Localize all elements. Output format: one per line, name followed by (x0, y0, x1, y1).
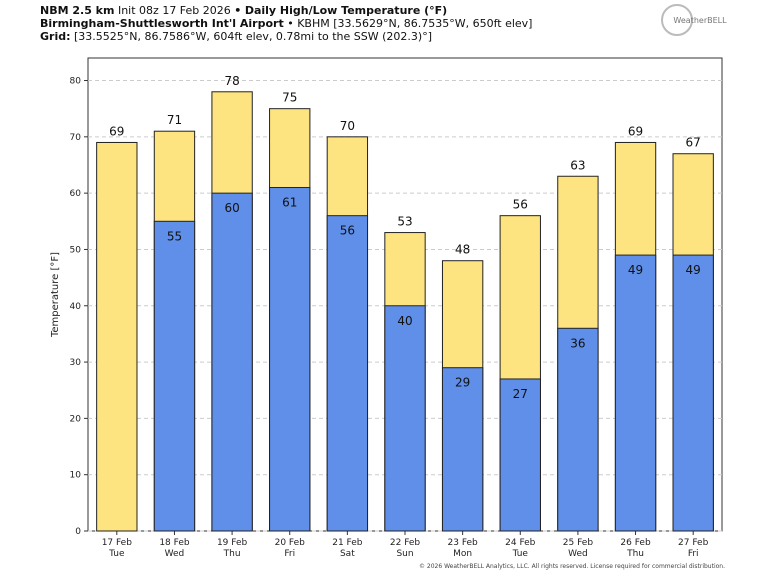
x-tick-label: Fri (284, 549, 295, 559)
value-label: 69 (628, 124, 643, 138)
product: Daily High/Low Temperature (°F) (244, 4, 448, 17)
x-tick-label: Thu (223, 549, 241, 559)
x-tick-label: 19 Feb (217, 538, 248, 548)
logo: WeatherBELL (673, 16, 727, 25)
y-tick-label: 10 (70, 471, 82, 481)
x-tick-label: 25 Feb (563, 538, 594, 548)
value-label: 40 (397, 314, 412, 328)
x-tick-label: Sun (396, 549, 413, 559)
value-label: 48 (455, 243, 470, 257)
low-bar (326, 215, 369, 532)
grid-label: Grid: (40, 30, 71, 43)
station-name: Birmingham-Shuttlesworth Int'l Airport (40, 17, 284, 30)
y-tick-label: 50 (70, 245, 82, 255)
value-label: 69 (109, 124, 124, 138)
x-tick-label: 24 Feb (505, 538, 536, 548)
x-tick-label: 26 Feb (620, 538, 651, 548)
y-tick-label: 80 (70, 77, 82, 87)
init: Init 08z 17 Feb 2026 (117, 4, 231, 17)
value-label: 75 (282, 91, 297, 105)
value-label: 53 (397, 215, 412, 229)
x-tick-label: Wed (568, 549, 588, 559)
grid-line-info: Grid: [33.5525°N, 86.7586°W, 604ft elev,… (40, 30, 432, 43)
value-label: 70 (340, 119, 355, 133)
y-tick-label: 60 (70, 189, 82, 199)
footer: © 2026 WeatherBELL Analytics, LLC. All r… (419, 563, 725, 570)
low-bar (269, 187, 311, 532)
low-bar (153, 220, 196, 532)
value-label: 55 (167, 229, 182, 243)
model: NBM 2.5 km (40, 4, 115, 17)
value-label: 29 (455, 376, 470, 390)
value-label: 56 (340, 224, 355, 238)
x-tick-label: 20 Feb (275, 538, 306, 548)
y-tick-label: 30 (70, 358, 82, 368)
value-label: 78 (224, 74, 239, 88)
logo-swirl (661, 4, 693, 36)
low-bar (499, 378, 541, 532)
low-bar (384, 305, 426, 532)
value-label: 61 (282, 196, 297, 210)
value-label: 71 (167, 113, 182, 127)
low-bar (211, 192, 253, 532)
low-bar (672, 254, 714, 532)
x-tick-label: Mon (453, 549, 472, 559)
low-bar (557, 327, 599, 532)
value-label: 56 (513, 198, 528, 212)
x-tick-label: 27 Feb (678, 538, 709, 548)
x-tick-label: Tue (108, 549, 125, 559)
y-tick-label: 70 (70, 133, 82, 143)
x-tick-label: 23 Feb (448, 538, 479, 548)
low-bar (614, 254, 657, 532)
y-tick-label: 20 (70, 414, 82, 424)
x-tick-label: 17 Feb (102, 538, 133, 548)
x-tick-label: 22 Feb (390, 538, 421, 548)
title-line: NBM 2.5 km Init 08z 17 Feb 2026 • Daily … (40, 4, 447, 17)
x-tick-label: 18 Feb (159, 538, 190, 548)
grid-details: [33.5525°N, 86.7586°W, 604ft elev, 0.78m… (74, 30, 432, 43)
low-bar (441, 367, 484, 532)
y-axis-label: Temperature [°F] (50, 252, 61, 338)
x-tick-label: Wed (165, 549, 185, 559)
value-label: 49 (628, 263, 643, 277)
y-tick-label: 0 (75, 527, 81, 537)
x-tick-label: 21 Feb (332, 538, 363, 548)
value-label: 49 (686, 263, 701, 277)
bullet: • (234, 4, 242, 17)
high-bar (96, 141, 138, 532)
station-details: • KBHM [33.5629°N, 86.7535°W, 650ft elev… (287, 17, 533, 30)
x-tick-label: Sat (340, 549, 355, 559)
y-tick-label: 40 (70, 302, 82, 312)
value-label: 27 (513, 387, 528, 401)
x-tick-label: Thu (626, 549, 644, 559)
value-label: 36 (570, 336, 585, 350)
value-label: 67 (686, 136, 701, 150)
station-line: Birmingham-Shuttlesworth Int'l Airport •… (40, 17, 532, 30)
x-tick-label: Tue (512, 549, 529, 559)
value-label: 60 (224, 201, 239, 215)
x-tick-label: Fri (688, 549, 699, 559)
value-label: 63 (570, 158, 585, 172)
